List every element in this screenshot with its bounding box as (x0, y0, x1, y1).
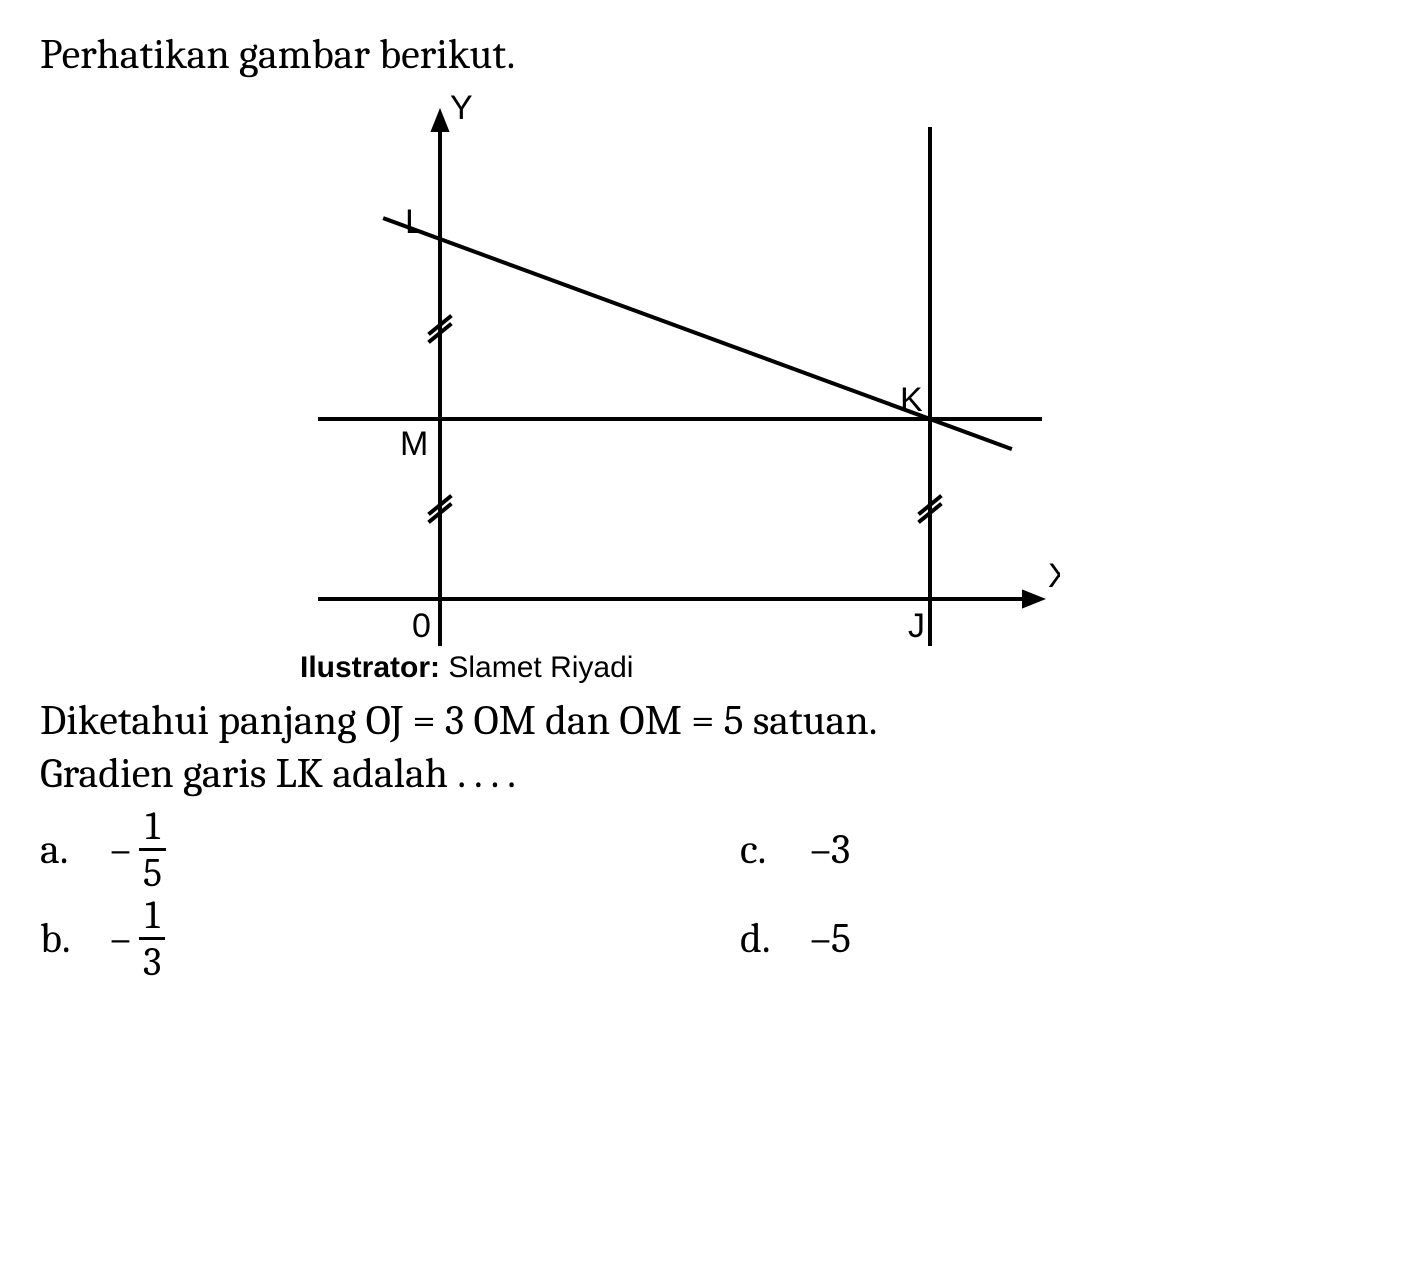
math-question: Perhatikan gambar berikut. Y X L M K 0 J Ilust… (40, 30, 1363, 982)
choice-c: c. –3 (740, 825, 1363, 874)
choice-a-neg: – (110, 825, 131, 874)
choice-b: b. – 1 3 (40, 895, 740, 982)
illustrator-credit: Ilustrator: Slamet Riyadi (300, 651, 1363, 685)
diagram-block: Y X L M K 0 J Ilustrator: Slamet Riyadi (300, 89, 1363, 685)
choice-d: d. –5 (740, 914, 1363, 963)
svg-text:J: J (908, 607, 925, 645)
choice-a: a. – 1 5 (40, 806, 740, 893)
coordinate-diagram: Y X L M K 0 J (300, 89, 1060, 649)
choice-b-neg: – (110, 914, 131, 963)
svg-text:0: 0 (412, 607, 431, 645)
choice-b-fraction: 1 3 (137, 895, 167, 982)
choice-b-num: 1 (139, 895, 165, 940)
choice-c-value: –3 (810, 825, 850, 874)
svg-text:X: X (1048, 557, 1060, 595)
choice-b-den: 3 (137, 940, 167, 982)
answer-choices: a. – 1 5 c. –3 b. – 1 3 d. –5 (40, 806, 1363, 982)
choice-a-fraction: 1 5 (137, 806, 168, 893)
stem-line-1: Diketahui panjang OJ = 3 OM dan OM = 5 s… (40, 695, 1363, 748)
choice-d-value: –5 (810, 914, 851, 963)
svg-text:M: M (400, 425, 428, 463)
illustrator-label: Ilustrator: (300, 651, 440, 684)
choice-a-num: 1 (139, 806, 165, 851)
stem-line-2: Gradien garis LK adalah . . . . (40, 748, 1363, 801)
svg-text:L: L (405, 203, 424, 241)
choice-a-den: 5 (137, 851, 168, 893)
svg-text:Y: Y (450, 89, 473, 127)
svg-text:K: K (900, 381, 923, 419)
choice-d-letter: d. (740, 914, 810, 963)
question-stem: Diketahui panjang OJ = 3 OM dan OM = 5 s… (40, 695, 1363, 800)
choice-c-letter: c. (740, 825, 810, 874)
question-heading: Perhatikan gambar berikut. (40, 30, 1363, 79)
choice-b-letter: b. (40, 914, 110, 963)
illustrator-name: Slamet Riyadi (448, 651, 633, 684)
choice-a-letter: a. (40, 825, 110, 874)
